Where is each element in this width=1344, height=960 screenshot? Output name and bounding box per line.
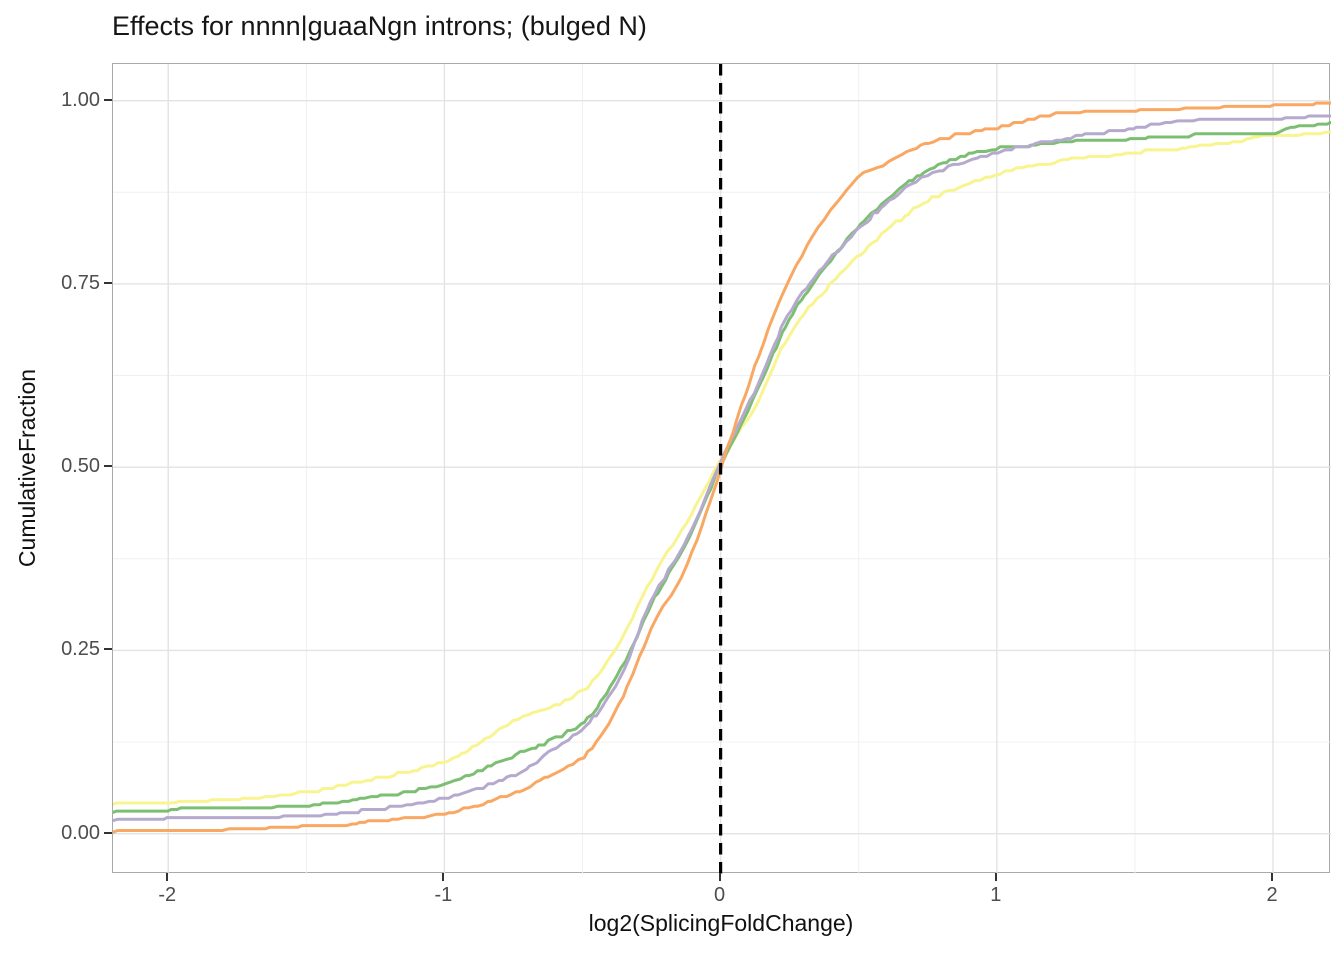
x-tick-label: 0 <box>714 884 726 906</box>
y-axis-tick <box>104 465 112 468</box>
x-axis-tick <box>1271 873 1273 881</box>
ecdf-purple-curve <box>113 114 1331 822</box>
x-axis-tick <box>718 873 721 881</box>
chart-title: Effects for nnnn|guaaNgn introns; (bulge… <box>112 11 647 41</box>
plot-canvas <box>113 64 1331 874</box>
x-tick-label: 2 <box>1266 884 1278 906</box>
y-axis-tick <box>104 98 112 101</box>
ecdf-orange-curve <box>113 101 1331 834</box>
x-tick-label: -2 <box>158 884 177 906</box>
plot-panel <box>112 63 1331 874</box>
x-axis-tick <box>442 873 445 881</box>
y-axis-tick <box>104 281 112 284</box>
y-axis-tick <box>104 648 112 651</box>
x-axis-title: log2(SplicingFoldChange) <box>588 910 854 936</box>
x-tick-label: -1 <box>434 884 453 906</box>
x-tick-label: 1 <box>990 884 1002 906</box>
x-axis-tick <box>166 873 169 881</box>
x-axis-tick <box>994 873 997 881</box>
y-axis-title: CumulativeFraction <box>14 368 40 568</box>
y-axis-tick <box>104 831 112 834</box>
